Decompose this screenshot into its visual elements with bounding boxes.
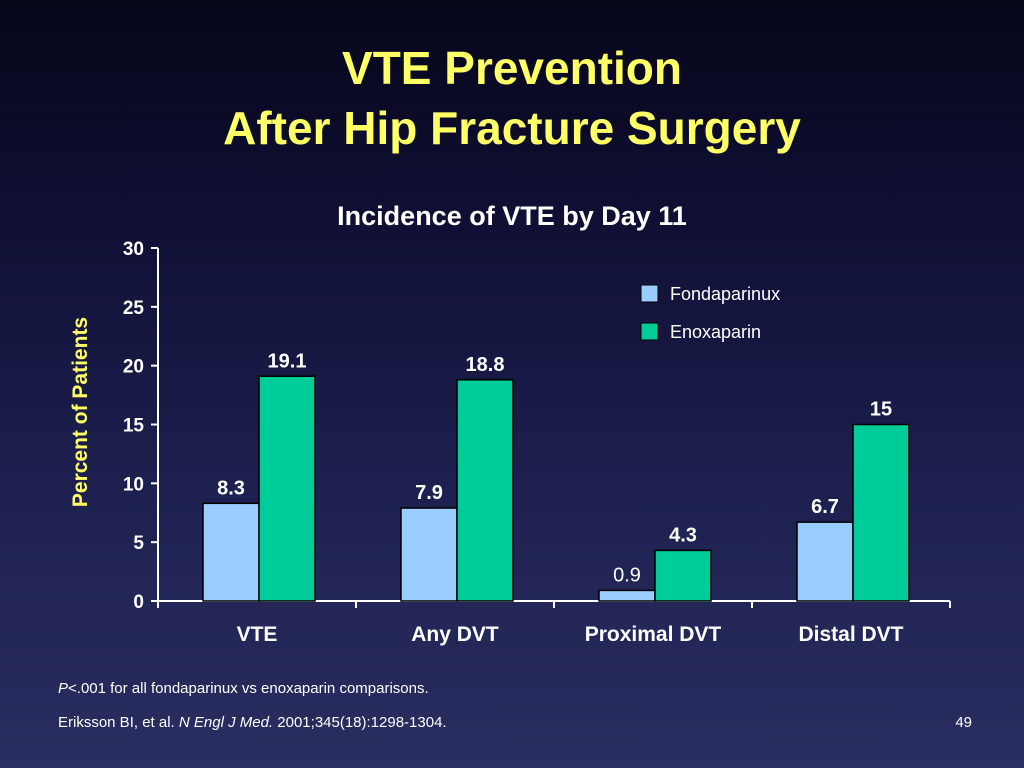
bars: 8.3 7.9 0.9 6.7 19.1 18.8 4.3 15 [202,350,910,602]
x-tick-label: VTE [237,623,278,646]
data-label: 6.7 [811,496,839,518]
axes: 0 5 10 15 20 25 30 VTE Any DVT Proximal DVT Distal… [123,239,951,646]
citation-journal: N Engl J Med. [178,714,274,731]
bar-enoxaparin-2 [654,549,712,602]
citation-authors: Eriksson BI, et al. [58,714,179,731]
x-tick-label: Any DVT [411,623,499,646]
bar-enoxaparin-1 [456,379,514,602]
y-tick-label: 25 [123,298,145,319]
bar-fondaparinux-2 [598,589,656,602]
y-axis-label: Percent of Patients [69,317,92,507]
legend: Fondaparinux Enoxaparin [640,284,780,342]
y-tick-label: 5 [133,533,144,554]
data-label: 19.1 [268,350,307,372]
chart-title: Incidence of VTE by Day 11 [337,201,687,231]
data-label: 4.3 [669,524,697,546]
y-tick-label: 30 [123,239,144,260]
slide-title: VTE Prevention After Hip Fracture Surger… [0,38,1024,158]
data-label: 7.9 [415,482,443,504]
data-label: 18.8 [466,354,505,376]
bar-enoxaparin-3 [852,423,910,602]
citation: Eriksson BI, et al. N Engl J Med. 2001;3… [58,714,447,731]
x-tick-label: Proximal DVT [585,623,722,646]
bar-fondaparinux-1 [400,507,458,602]
bar-enoxaparin-0 [258,375,316,602]
data-label: 8.3 [217,477,245,499]
citation-details: 2001;345(18):1298-1304. [273,714,447,731]
y-tick-label: 20 [123,357,144,378]
footnote-text: <.001 for all fondaparinux vs enoxaparin… [68,680,429,697]
footnote-p-value-symbol: P [58,680,69,697]
slide-title-line-1: VTE Prevention [342,42,682,94]
slide-title-line-2: After Hip Fracture Surgery [223,102,801,154]
y-tick-label: 10 [123,474,144,495]
legend-swatch-enoxaparin [640,322,659,341]
data-label: 15 [870,399,892,421]
legend-label-fondaparinux: Fondaparinux [670,284,780,304]
bar-fondaparinux-0 [202,502,260,602]
data-label: 0.9 [613,564,641,586]
footnote: P<.001 for all fondaparinux vs enoxapari… [58,680,429,697]
legend-label-enoxaparin: Enoxaparin [670,322,761,342]
bar-fondaparinux-3 [796,521,854,602]
y-tick-label: 0 [133,592,144,613]
x-tick-label: Distal DVT [798,623,903,646]
y-tick-label: 15 [123,416,145,437]
legend-swatch-fondaparinux [640,284,659,303]
page-number: 49 [955,714,972,731]
